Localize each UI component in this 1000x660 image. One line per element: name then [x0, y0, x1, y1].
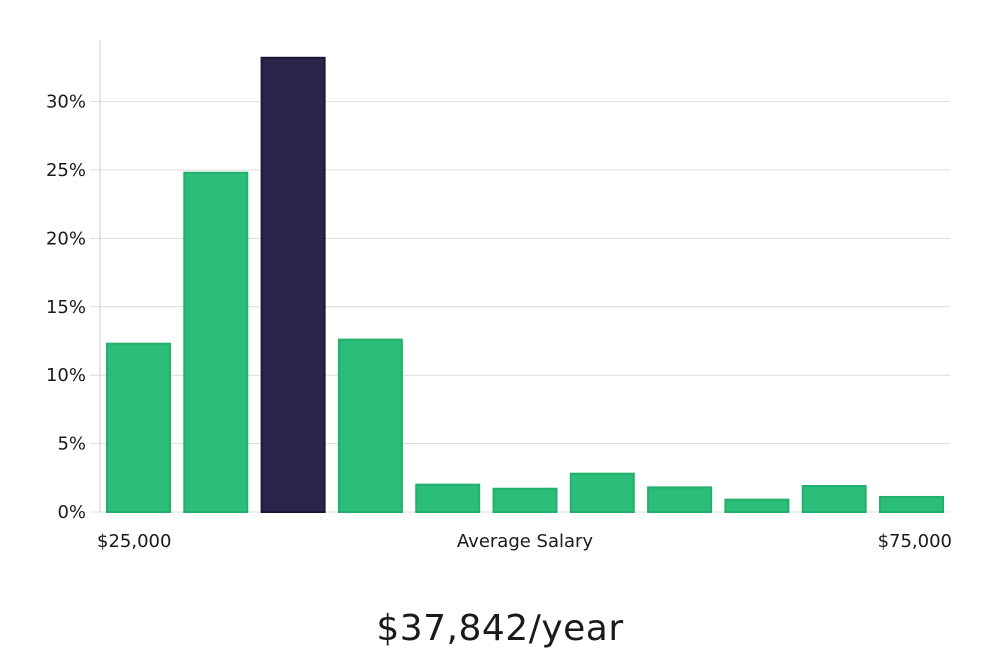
x-axis-title: Average Salary — [457, 531, 594, 552]
bars — [106, 56, 944, 514]
bar — [183, 171, 249, 513]
bar — [724, 498, 790, 513]
y-tick-label: 5% — [57, 434, 86, 455]
x-max-label: $75,000 — [878, 531, 952, 552]
y-tick-label: 25% — [46, 160, 86, 181]
y-tick-label: 10% — [46, 365, 86, 386]
y-tick-labels: 0% 5% 10% 15% 20% 25% 30% — [46, 92, 86, 523]
y-tick-label: 30% — [46, 92, 86, 113]
bar-highlighted — [260, 56, 326, 513]
x-min-label: $25,000 — [97, 531, 171, 552]
average-salary-value: $37,842/year — [376, 608, 624, 649]
bar — [879, 495, 944, 513]
y-tick-label: 15% — [46, 297, 86, 318]
bar — [337, 338, 403, 514]
bar — [801, 485, 867, 514]
bar — [647, 486, 713, 513]
bar — [106, 342, 171, 513]
bar — [569, 472, 635, 513]
y-tick-label: 20% — [46, 228, 86, 249]
bar — [492, 487, 558, 514]
bar — [415, 483, 481, 514]
salary-distribution-chart: 0% 5% 10% 15% 20% 25% 30% $25,000 Average Sala… — [46, 40, 952, 552]
y-tick-label: 0% — [57, 502, 86, 523]
